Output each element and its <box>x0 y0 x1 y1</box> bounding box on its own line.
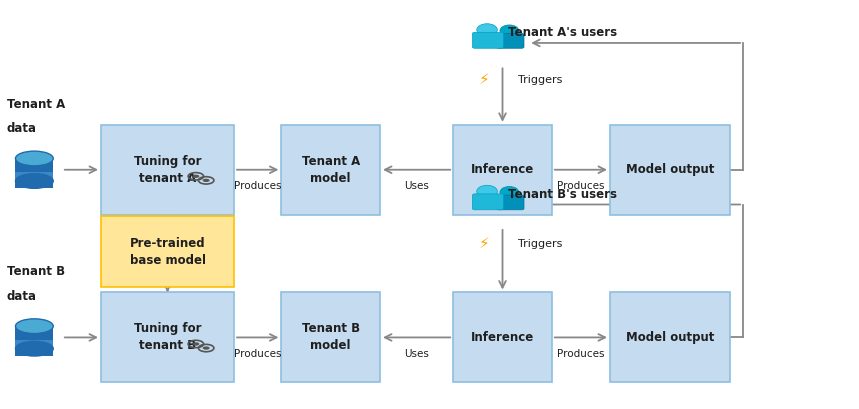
Text: data: data <box>7 122 37 135</box>
Text: Tenant A
model: Tenant A model <box>302 155 360 185</box>
Ellipse shape <box>500 187 519 198</box>
Ellipse shape <box>192 175 199 178</box>
Ellipse shape <box>203 346 210 350</box>
FancyBboxPatch shape <box>497 34 524 48</box>
Ellipse shape <box>477 24 497 36</box>
Text: Model output: Model output <box>626 163 714 176</box>
Text: Tuning for
tenant A: Tuning for tenant A <box>134 155 201 185</box>
Text: Inference: Inference <box>471 163 534 176</box>
Text: Pre-trained
base model: Pre-trained base model <box>130 236 205 267</box>
Text: Tenant B's users: Tenant B's users <box>509 188 617 201</box>
FancyBboxPatch shape <box>15 339 53 348</box>
Text: Uses: Uses <box>405 349 429 359</box>
FancyBboxPatch shape <box>15 159 53 188</box>
Ellipse shape <box>203 179 210 182</box>
Ellipse shape <box>15 319 53 334</box>
Text: ⚡: ⚡ <box>478 72 489 86</box>
Ellipse shape <box>500 25 519 36</box>
FancyBboxPatch shape <box>610 292 730 382</box>
FancyBboxPatch shape <box>497 195 524 210</box>
FancyBboxPatch shape <box>281 125 380 215</box>
Ellipse shape <box>192 342 199 346</box>
Text: Tenant A: Tenant A <box>7 98 65 111</box>
Text: Triggers: Triggers <box>518 75 563 85</box>
Text: data: data <box>7 290 37 303</box>
Text: ⚡: ⚡ <box>478 236 489 251</box>
Text: Produces: Produces <box>557 349 605 359</box>
Text: Tuning for
tenant B: Tuning for tenant B <box>134 322 201 353</box>
Text: Tenant B
model: Tenant B model <box>302 322 360 353</box>
Ellipse shape <box>15 174 53 188</box>
FancyBboxPatch shape <box>101 125 234 215</box>
Text: Produces: Produces <box>557 181 605 191</box>
FancyBboxPatch shape <box>454 125 551 215</box>
FancyBboxPatch shape <box>15 172 53 181</box>
Text: Tenant A's users: Tenant A's users <box>508 26 618 39</box>
FancyBboxPatch shape <box>610 125 730 215</box>
FancyBboxPatch shape <box>281 292 380 382</box>
Ellipse shape <box>15 341 53 356</box>
Text: Produces: Produces <box>234 181 282 191</box>
Text: Produces: Produces <box>234 349 282 359</box>
Text: Model output: Model output <box>626 331 714 344</box>
FancyBboxPatch shape <box>472 32 503 48</box>
FancyBboxPatch shape <box>101 292 234 382</box>
FancyBboxPatch shape <box>101 216 234 287</box>
FancyBboxPatch shape <box>15 326 53 356</box>
Text: Uses: Uses <box>405 181 429 191</box>
Text: Tenant B: Tenant B <box>7 265 65 279</box>
FancyBboxPatch shape <box>454 292 551 382</box>
Text: Inference: Inference <box>471 331 534 344</box>
Ellipse shape <box>15 151 53 166</box>
Text: Triggers: Triggers <box>518 239 563 249</box>
FancyBboxPatch shape <box>472 194 503 210</box>
Ellipse shape <box>477 185 497 198</box>
